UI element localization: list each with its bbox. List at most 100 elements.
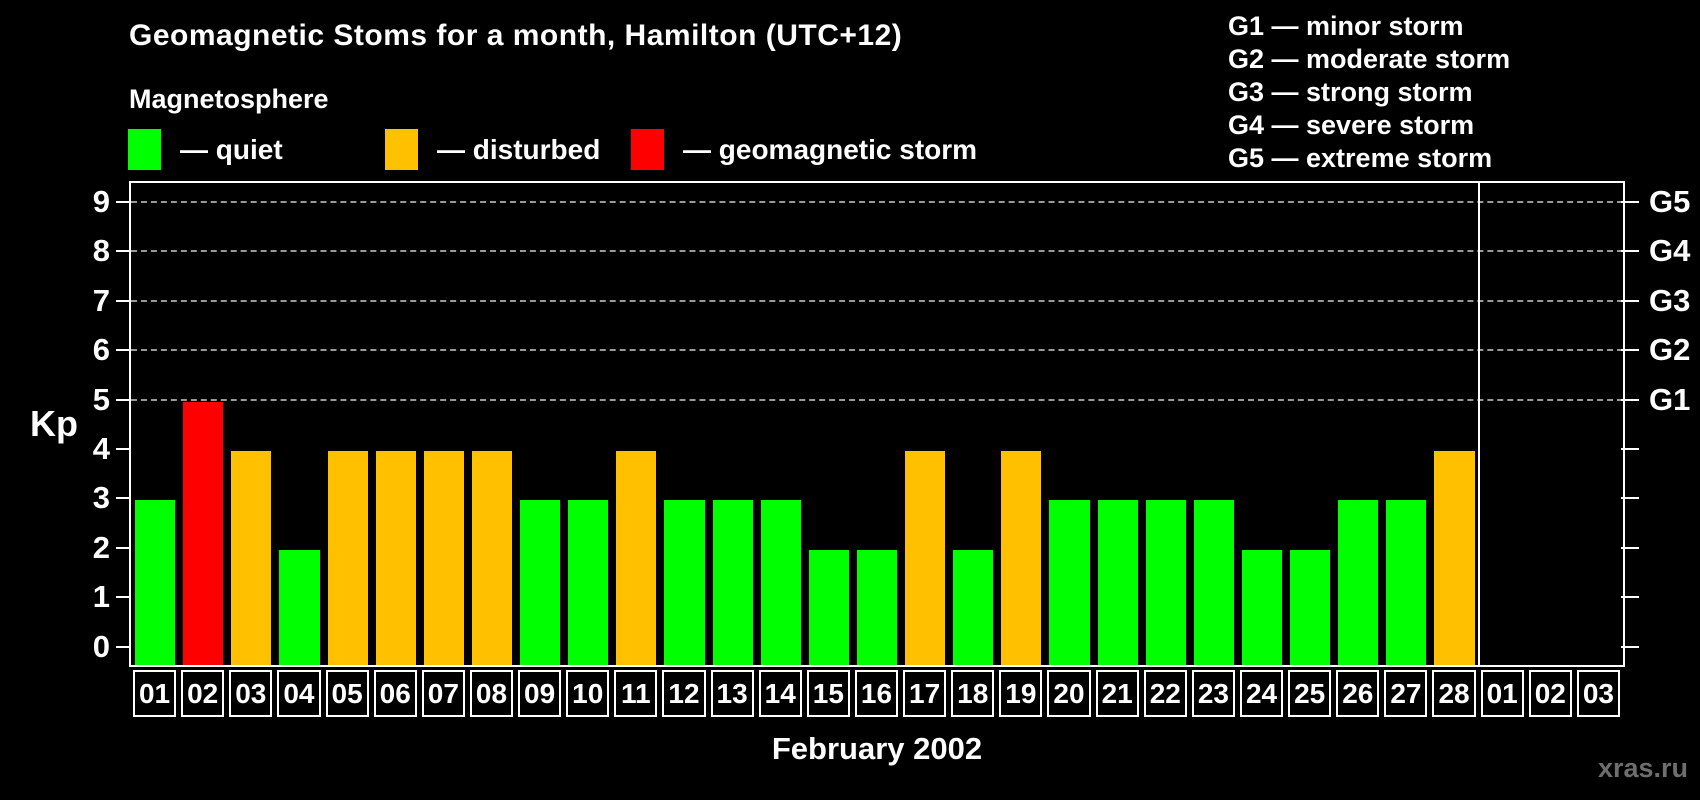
bar-day-04 bbox=[279, 549, 320, 665]
g-axis-label-g3: G3 bbox=[1649, 282, 1691, 318]
day-label-box-26: 27 bbox=[1384, 670, 1428, 717]
y-tick-label-9: 9 bbox=[92, 184, 110, 219]
y-axis-tick-right-5 bbox=[1621, 398, 1639, 401]
y-axis-tick-right-7 bbox=[1621, 299, 1639, 302]
g2-legend-line: G2 — moderate storm bbox=[1228, 44, 1511, 74]
y-tick-label-3: 3 bbox=[92, 480, 110, 516]
bar-day-02 bbox=[183, 401, 224, 665]
bar-day-08 bbox=[471, 451, 513, 665]
day-label-box-21: 22 bbox=[1143, 670, 1187, 717]
day-label-box-15: 16 bbox=[854, 670, 899, 717]
day-label-box-14: 15 bbox=[806, 670, 850, 717]
y-axis-tick-left-6 bbox=[116, 349, 131, 352]
day-label-box-7: 08 bbox=[469, 670, 514, 717]
magnetosphere-label: Magnetosphere bbox=[129, 84, 329, 114]
y-axis-tick-left-0 bbox=[116, 645, 131, 648]
day-label-box-5: 06 bbox=[373, 670, 417, 717]
day-label-box-24: 25 bbox=[1288, 670, 1332, 717]
grid-line-kp5 bbox=[131, 398, 1623, 401]
disturbed-swatch-icon bbox=[385, 129, 418, 170]
day-label-box-10: 11 bbox=[614, 670, 658, 717]
g-axis-label-g5: G5 bbox=[1649, 184, 1691, 219]
bar-day-10 bbox=[568, 500, 609, 665]
bar-day-25 bbox=[1290, 549, 1331, 665]
bar-day-19 bbox=[1001, 451, 1042, 665]
y-tick-label-7: 7 bbox=[92, 282, 110, 318]
y-tick-label-1: 1 bbox=[92, 579, 110, 615]
g-axis-label-g4: G4 bbox=[1649, 233, 1691, 269]
bar-day-20 bbox=[1049, 500, 1090, 665]
y-axis-tick-right-8 bbox=[1621, 250, 1639, 253]
g5-legend-line: G5 — extreme storm bbox=[1228, 143, 1493, 173]
bar-day-24 bbox=[1241, 549, 1283, 665]
legend-storm-label: — geomagnetic storm bbox=[683, 134, 978, 165]
day-label-box-6: 07 bbox=[421, 670, 465, 717]
bar-day-07 bbox=[423, 451, 464, 665]
bar-day-13 bbox=[712, 500, 753, 665]
y-axis-tick-left-8 bbox=[116, 250, 131, 253]
y-axis-tick-right-2 bbox=[1621, 546, 1639, 549]
y-axis-tick-left-2 bbox=[116, 546, 131, 549]
bar-day-16 bbox=[856, 549, 898, 665]
grid-line-kp6 bbox=[131, 349, 1623, 352]
day-label-box-23: 24 bbox=[1239, 670, 1284, 717]
y-axis-tick-right-4 bbox=[1621, 448, 1639, 450]
grid-line-kp7 bbox=[131, 299, 1623, 302]
day-label-box-16: 17 bbox=[903, 670, 947, 717]
bar-day-21 bbox=[1097, 500, 1138, 665]
month-separator bbox=[1477, 183, 1480, 665]
quiet-swatch-icon bbox=[128, 129, 161, 170]
bar-day-06 bbox=[375, 451, 416, 665]
bar-day-14 bbox=[760, 500, 801, 665]
day-label-box-4: 05 bbox=[325, 670, 369, 717]
y-axis-tick-left-3 bbox=[116, 497, 131, 500]
bar-day-22 bbox=[1145, 500, 1186, 665]
y-axis-label: Kp bbox=[30, 403, 78, 444]
day-label-box-18: 19 bbox=[999, 670, 1043, 717]
bar-day-17 bbox=[905, 451, 946, 665]
y-tick-label-8: 8 bbox=[92, 233, 110, 269]
y-tick-label-5: 5 bbox=[92, 381, 110, 417]
g1-legend-line: G1 — minor storm bbox=[1228, 11, 1464, 41]
day-label-box-30: 03 bbox=[1576, 670, 1620, 717]
day-label-box-17: 18 bbox=[951, 670, 995, 717]
y-tick-label-4: 4 bbox=[92, 431, 110, 466]
day-label-box-11: 12 bbox=[662, 670, 706, 717]
y-tick-label-6: 6 bbox=[92, 332, 110, 368]
plot-area bbox=[129, 181, 1625, 667]
chart-title: Geomagnetic Stoms for a month, Hamilton … bbox=[129, 19, 903, 52]
day-label-box-27: 28 bbox=[1432, 670, 1476, 717]
y-axis-tick-left-9 bbox=[116, 201, 131, 203]
g-axis-label-g1: G1 bbox=[1649, 381, 1691, 417]
y-tick-label-0: 0 bbox=[92, 628, 110, 664]
g3-legend-line: G3 — strong storm bbox=[1228, 77, 1473, 107]
day-label-box-20: 21 bbox=[1095, 670, 1139, 717]
bar-day-09 bbox=[520, 500, 561, 665]
day-label-box-13: 14 bbox=[758, 670, 802, 717]
day-label-box-8: 09 bbox=[518, 670, 562, 717]
g4-legend-line: G4 — severe storm bbox=[1228, 110, 1475, 140]
day-label-box-0: 01 bbox=[133, 670, 177, 717]
day-label-box-3: 04 bbox=[277, 670, 321, 717]
bar-day-11 bbox=[616, 451, 657, 665]
day-label-box-2: 03 bbox=[229, 670, 273, 717]
y-tick-label-2: 2 bbox=[92, 529, 110, 565]
day-label-box-12: 13 bbox=[710, 670, 754, 717]
y-axis-tick-right-1 bbox=[1621, 596, 1639, 599]
day-label-box-22: 23 bbox=[1191, 670, 1235, 717]
day-label-box-28: 01 bbox=[1480, 670, 1524, 717]
bar-day-27 bbox=[1386, 500, 1427, 665]
bar-day-05 bbox=[327, 451, 368, 665]
day-label-box-1: 02 bbox=[181, 670, 225, 717]
y-axis-tick-right-6 bbox=[1621, 349, 1639, 352]
bar-day-12 bbox=[664, 500, 705, 665]
y-axis-tick-left-4 bbox=[116, 448, 131, 450]
y-axis-tick-left-1 bbox=[116, 596, 131, 599]
g-axis-label-g2: G2 bbox=[1649, 332, 1691, 368]
bar-day-23 bbox=[1193, 500, 1234, 665]
day-label-box-25: 26 bbox=[1336, 670, 1380, 717]
y-axis-tick-right-9 bbox=[1621, 201, 1639, 203]
g-scale-legend: G1 — minor storm G2 — moderate storm G3 … bbox=[1228, 10, 1510, 175]
y-axis-tick-right-3 bbox=[1621, 497, 1639, 500]
bar-day-26 bbox=[1338, 500, 1379, 665]
